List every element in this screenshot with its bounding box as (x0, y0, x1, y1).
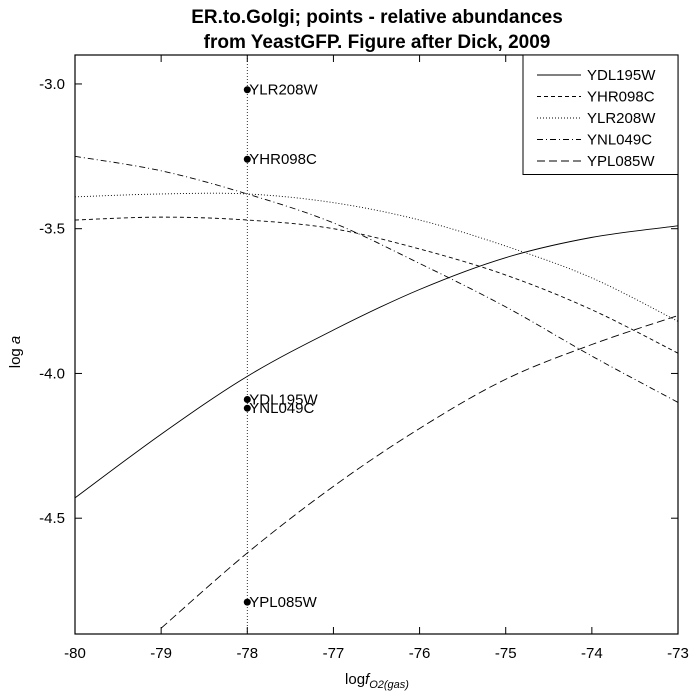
legend-label-ydl195w: YDL195W (587, 67, 656, 84)
y-tick-label: -3.5 (39, 221, 65, 238)
data-point-ynl049c (243, 404, 251, 412)
legend-label-ylr208w: YLR208W (587, 110, 656, 127)
y-tick-label: -4.5 (39, 510, 65, 527)
point-label-ydl195w: YDL195W (249, 392, 318, 409)
data-point-ylr208w (243, 86, 251, 94)
legend-box (522, 54, 679, 175)
x-tick-label: -79 (150, 645, 172, 662)
data-point-ypl085w (243, 598, 251, 606)
chart-title-line-1: ER.to.Golgi; points - relative abundance… (191, 7, 563, 28)
series-line-ylr208w (75, 192, 678, 322)
x-tick-label: -74 (581, 645, 603, 662)
legend-label-yhr098c: YHR098C (587, 89, 655, 106)
series-line-ydl195w (75, 225, 678, 499)
data-point-ydl195w (243, 396, 251, 404)
x-tick-label: -80 (64, 645, 86, 662)
x-axis-label: logfO2(gas) (345, 671, 409, 691)
x-tick-label: -76 (409, 645, 431, 662)
series-line-yhr098c (75, 216, 678, 354)
point-label-ynl049c: YNL049C (249, 400, 314, 417)
x-tick-label: -75 (495, 645, 517, 662)
point-label-ylr208w: YLR208W (249, 82, 318, 99)
x-tick-label: -73 (667, 645, 689, 662)
chart-title-line-2: from YeastGFP. Figure after Dick, 2009 (204, 32, 551, 53)
series-line-ynl049c (75, 155, 678, 403)
x-tick-label: -78 (236, 645, 258, 662)
point-label-yhr098c: YHR098C (249, 151, 317, 168)
series-line-ypl085w (160, 315, 678, 629)
point-label-ypl085w: YPL085W (249, 594, 317, 611)
y-tick-label: -4.0 (39, 365, 65, 382)
plot-frame (74, 54, 679, 635)
legend-label-ypl085w: YPL085W (587, 153, 655, 170)
x-tick-label: -77 (323, 645, 345, 662)
y-tick-label: -3.0 (39, 76, 65, 93)
legend-label-ynl049c: YNL049C (587, 132, 652, 149)
y-axis-label: log a (7, 336, 24, 369)
data-point-yhr098c (243, 155, 251, 163)
